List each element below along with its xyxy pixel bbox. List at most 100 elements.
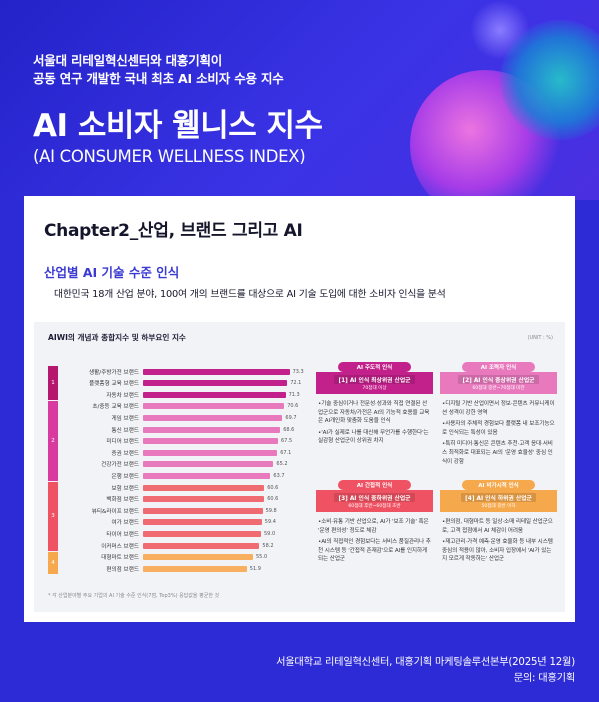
bar-row: 증권 브랜드 67.1 [62, 447, 291, 458]
quadrant-pill: AI 비가시적 인식 [462, 480, 535, 490]
bar-row: 게임 브랜드 69.7 [62, 412, 297, 423]
content-card: Chapter2_산업, 브랜드 그리고 AI 산업별 AI 기술 수준 인식 … [24, 196, 575, 622]
bar [143, 391, 286, 398]
quadrant-band: [3] AI 인식 중하위권 산업군 60점대 후반~60점대 초반 [316, 490, 433, 512]
footer-credit: 서울대학교 리테일혁신센터, 대홍기획 마케팅솔루션본부(2025년 12월) [276, 657, 575, 668]
category-label: 통신 브랜드 [111, 427, 139, 434]
quadrant-1: AI 주도적 인식 [1] AI 인식 최상위권 산업군 70점대 이상 •기술 중심… [316, 362, 433, 472]
value-label: 73.3 [292, 368, 304, 375]
quadrant-band-title: [2] AI 인식 중상위권 산업군 [458, 375, 539, 384]
quadrant-pill: AI 간접적 인식 [338, 480, 411, 490]
bar [143, 484, 265, 491]
value-label: 51.9 [249, 565, 261, 572]
bar [143, 438, 278, 445]
value-label: 72.1 [290, 380, 302, 387]
bar-row: 은행 브랜드 63.7 [62, 470, 285, 481]
quadrant-band: [1] AI 인식 최상위권 산업군 70점대 이상 [316, 372, 433, 394]
quadrant-band-range: 60점대 중반~70점대 미만 [472, 386, 525, 391]
quadrant-band-range: 60점대 후반~60점대 초반 [348, 504, 401, 509]
footer-contact: 문의: 대홍기획 [513, 673, 576, 684]
value-label: 67.5 [281, 438, 293, 445]
group-marker: 1 [48, 366, 58, 400]
bullet-text: •특히 미디어·통신은 콘텐츠 추천·고객 응대·서비스 최적화로 대표되는 A… [442, 441, 553, 465]
category-label: 뷰티&라이프 브랜드 [91, 508, 139, 515]
value-label: 65.2 [276, 461, 288, 468]
bar-row: 건강가전 브랜드 65.2 [62, 459, 288, 470]
value-label: 71.3 [288, 391, 300, 398]
category-label: 게임 브랜드 [111, 415, 139, 422]
figure-unit: (UNIT : %) [527, 335, 553, 341]
quadrant-pill: AI 조력자 인식 [462, 362, 535, 372]
value-label: 55.0 [256, 554, 268, 561]
hero-subtitle-line2: 공동 연구 개발한 국내 최초 AI 소비자 수용 지수 [33, 71, 284, 86]
quadrant-2: AI 조력자 인식 [2] AI 인식 중상위권 산업군 60점대 중반~70점대 … [440, 362, 557, 472]
bar [143, 403, 285, 410]
bar [143, 554, 253, 561]
category-label: 생활/주방가전 브랜드 [89, 369, 139, 376]
english-title: (AI CONSUMER WELLNESS INDEX) [33, 147, 306, 166]
bar [143, 530, 261, 537]
category-label: 미디어 브랜드 [106, 439, 139, 446]
bar-row: 생활/주방가전 브랜드 73.3 [62, 366, 304, 377]
category-label: 이커머스 브랜드 [101, 543, 139, 550]
bar-row: 대형마트 브랜드 55.0 [62, 552, 267, 563]
quadrant-band-range: 50점대 중반 이하 [481, 504, 516, 509]
category-label: 자동차 브랜드 [106, 392, 139, 399]
bar-row: 이커머스 브랜드 58.2 [62, 540, 274, 551]
value-label: 70.6 [287, 403, 299, 410]
value-label: 59.0 [264, 530, 276, 537]
bar [143, 461, 274, 468]
category-label: 타이어 브랜드 [106, 531, 139, 538]
bullet-text: •디지털 기반 산업이면서 정보·콘텐츠 커뮤니케이션 성격이 강한 영역 [442, 401, 555, 416]
bar-row: 초/중등 교육 브랜드 70.6 [62, 401, 298, 412]
bullet-text: •'AI가 실제로 나를 대신해 무언가를 수행한다'는 실감형 산업군이 상위… [318, 429, 429, 445]
bar [143, 472, 271, 479]
figure-note: * 각 산업분야별 주요 기업의 AI 기술 수준 인식(7점, Top3%) … [48, 593, 220, 599]
bar [143, 380, 288, 387]
quadrant-bullets: •기술 중심이거나 전문성·성과와 직접 연결된 산업군으로 자동차/가전은 A… [318, 400, 431, 449]
section-title: 산업별 AI 기술 수준 인식 [44, 265, 180, 280]
quadrant-band: [2] AI 인식 중상위권 산업군 60점대 중반~70점대 미만 [440, 372, 557, 394]
value-label: 58.2 [262, 542, 274, 549]
quadrant-band-title: [3] AI 인식 중하위권 산업군 [334, 493, 415, 502]
bar [143, 426, 281, 433]
bar-row: 편의점 브랜드 51.9 [62, 563, 261, 574]
category-label: 편의점 브랜드 [106, 566, 139, 573]
value-label: 60.6 [267, 496, 279, 503]
category-label: 은행 브랜드 [111, 473, 139, 480]
value-label: 63.7 [273, 472, 285, 479]
bar [143, 565, 247, 572]
quadrant-pill: AI 주도적 인식 [338, 362, 411, 372]
decorative-orb [500, 20, 599, 140]
quadrant-bullets: •편의점, 대형마트 등 일상·소매 리테일 산업군으로, 고객 접점에서 AI… [442, 518, 555, 567]
quadrant-band-title: [1] AI 인식 최상위권 산업군 [334, 375, 415, 384]
category-label: 여가 브랜드 [111, 520, 139, 527]
quadrant-band-title: [4] AI 인식 하위권 산업군 [461, 493, 536, 502]
bar [143, 449, 278, 456]
value-label: 59.8 [265, 507, 277, 514]
bar-chart: 1 2 3 4 생활/주방가전 브랜드 73.3 플랫폼형 교육 브랜드 72.1 자동차 브랜… [48, 366, 308, 586]
bar-row: 미디어 브랜드 67.5 [62, 436, 292, 447]
chapter-title: Chapter2_산업, 브랜드 그리고 AI [44, 221, 303, 241]
group-marker: 4 [48, 551, 58, 574]
quadrant-band: [4] AI 인식 하위권 산업군 50점대 중반 이하 [440, 490, 557, 512]
bar [143, 519, 262, 526]
category-label: 백화점 브랜드 [106, 497, 139, 504]
bar [143, 542, 260, 549]
hero-banner: 서울대 리테일혁신센터와 대홍기획이 공동 연구 개발한 국내 최초 AI 소비… [0, 0, 599, 200]
bar [143, 414, 283, 421]
bullet-text: •AI의 직접적인 경험보다는 서비스 품질관리나 추천 시스템 등 '간접적 … [318, 539, 431, 563]
bar-row: 백화점 브랜드 60.6 [62, 494, 278, 505]
quadrant-band-range: 70점대 이상 [362, 386, 387, 391]
bar-row: 타이어 브랜드 59.0 [62, 528, 275, 539]
figure-title: AIWI의 개념과 종합지수 및 하부요인 지수 [48, 333, 186, 342]
bullet-text: •편의점, 대형마트 등 일상·소매 리테일 산업군으로, 고객 접점에서 AI… [442, 519, 553, 534]
group-marker: 3 [48, 482, 58, 551]
category-label: 증권 브랜드 [111, 450, 139, 457]
category-label: 초/중등 교육 브랜드 [92, 404, 139, 411]
bar-row: 플랫폼형 교육 브랜드 72.1 [62, 378, 301, 389]
section-description: 대한민국 18개 산업 분야, 100여 개의 브랜드를 대상으로 AI 기술 … [54, 289, 446, 300]
page-title: AI 소비자 웰니스 지수 [33, 108, 323, 144]
category-label: 건강가전 브랜드 [101, 462, 139, 469]
